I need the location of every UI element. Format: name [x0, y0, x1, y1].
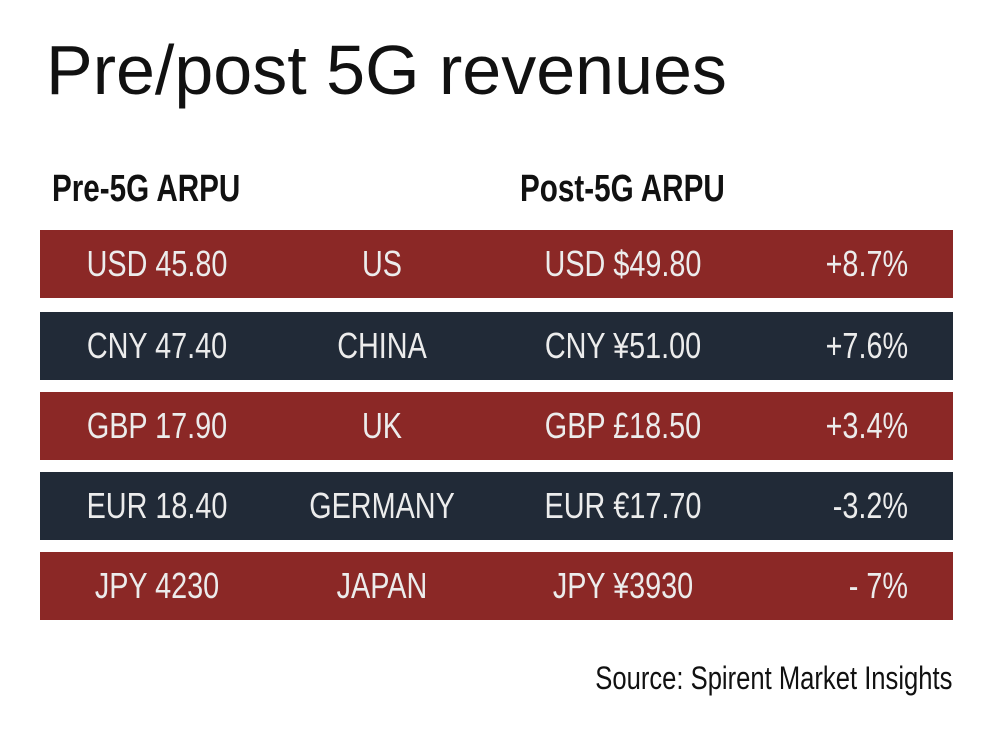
change-cell: -3.2% [832, 485, 908, 526]
table-row: CNY 47.40 CHINA CNY ¥51.00 +7.6% [40, 312, 953, 380]
change-cell: - 7% [848, 565, 908, 606]
source-note: Source: Spirent Market Insights [594, 660, 952, 696]
header-pre-5g-arpu: Pre-5G ARPU [52, 168, 241, 210]
table-row: JPY 4230 JAPAN JPY ¥3930- 7% [40, 552, 953, 620]
page-title: Pre/post 5G revenues [46, 31, 727, 109]
table-row: USD 45.80 US USD $49.80 +8.7% [40, 230, 953, 298]
change-cell: +8.7% [825, 243, 908, 284]
header-post-5g-arpu: Post-5G ARPU [520, 168, 725, 210]
table-row: GBP 17.90 UK GBP £18.50 +3.4% [40, 392, 953, 460]
table-row: EUR 18.40 GERMANY EUR €17.70 -3.2% [40, 472, 953, 540]
change-cell: +7.6% [825, 325, 908, 366]
change-cell: +3.4% [825, 405, 908, 446]
